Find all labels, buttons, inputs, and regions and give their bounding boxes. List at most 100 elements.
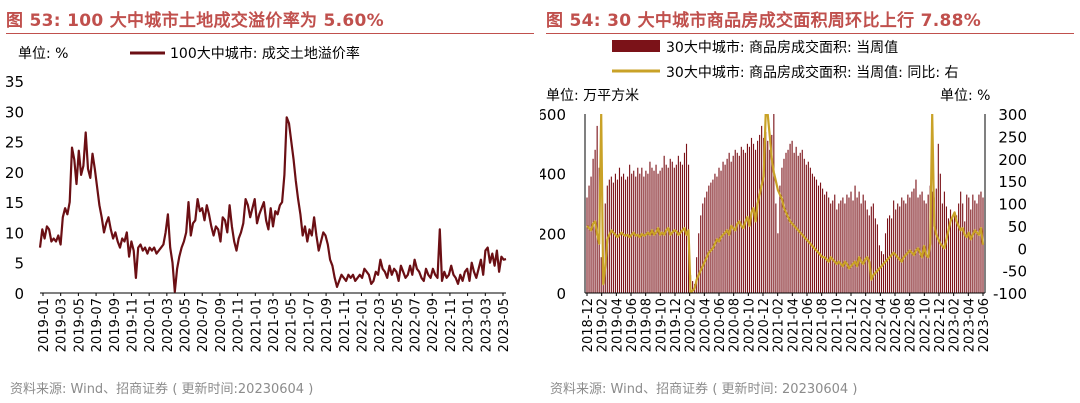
sales-area-bar — [586, 197, 588, 293]
x-tick-label: 2022-06 — [889, 298, 904, 352]
land-premium-line — [38, 116, 507, 293]
unit-label-left: 单位: 万平方米 — [546, 88, 639, 104]
sales-area-bar — [893, 200, 895, 293]
sales-area-bar — [968, 197, 970, 293]
x-tick-label: 2023-05 — [497, 298, 512, 352]
sales-area-bar — [600, 257, 602, 293]
sales-area-bar — [815, 179, 818, 293]
x-tick-label: 2020-01 — [143, 298, 158, 352]
sales-area-bar — [856, 197, 858, 293]
x-tick-label: 2018-12 — [581, 298, 596, 352]
sales-area-bar — [844, 203, 846, 293]
sales-area-bar — [767, 140, 769, 293]
sales-area-bar — [913, 188, 915, 293]
housing-sales-bar-line-chart: 30大中城市: 商品房成交面积: 当周值 30大中城市: 商品房成交面积: 当周值… — [540, 39, 1027, 352]
sales-area-bar — [669, 158, 671, 294]
sales-area-bar — [819, 182, 822, 293]
sales-area-bar — [752, 143, 755, 293]
x-tick-label: 2019-04 — [610, 298, 625, 352]
y-tick-label: 15 — [5, 194, 24, 212]
y-tick-label-right: -100 — [993, 285, 1027, 303]
sales-area-bar — [927, 194, 929, 293]
sales-area-bar — [982, 197, 984, 293]
sales-area-bar — [716, 176, 718, 293]
sales-area-bar — [901, 197, 903, 293]
sales-area-bar — [722, 161, 724, 293]
sales-area-bar — [763, 137, 765, 293]
x-tick-label: 2021-07 — [302, 298, 317, 352]
sales-area-bar — [805, 164, 807, 293]
x-tick-label: 2022-01 — [355, 298, 370, 352]
x-tick-label: 2021-04 — [786, 298, 801, 352]
y-tick-label-left: 600 — [540, 106, 566, 124]
x-tick-label: 2019-10 — [654, 298, 669, 352]
x-tick-label: 2019-01 — [37, 298, 52, 352]
x-tick-label: 2021-02 — [772, 298, 787, 352]
sales-area-bar — [919, 194, 921, 293]
source-note: 资料来源: Wind、招商证券 ( 更新时间: 20230604 ) — [550, 382, 858, 397]
sales-area-bar — [629, 164, 631, 293]
sales-area-bar — [783, 158, 785, 294]
x-tick-label: 2020-12 — [757, 298, 772, 352]
x-tick-label: 2019-08 — [640, 298, 655, 352]
sales-area-bar — [822, 188, 824, 293]
x-tick-label: 2022-08 — [904, 298, 919, 352]
sales-area-bar — [781, 167, 783, 293]
sales-area-bar — [962, 203, 964, 293]
sales-area-bar — [641, 167, 643, 293]
sales-area-bar — [949, 209, 952, 293]
sales-area-bar — [696, 257, 698, 293]
sales-area-bar — [858, 191, 860, 293]
sales-area-bar — [795, 146, 797, 293]
sales-area-bar — [596, 125, 598, 294]
sales-area-bar — [620, 176, 623, 293]
x-tick-label: 2022-11 — [444, 298, 459, 352]
sales-area-bar — [612, 182, 614, 293]
sales-area-bar — [978, 194, 980, 293]
sales-area-bar — [931, 191, 933, 293]
sales-area-bar — [706, 191, 708, 293]
y-tick-label-right: 250 — [998, 128, 1027, 146]
legend-label: 30大中城市: 商品房成交面积: 当周值: 同比: 右 — [666, 64, 958, 81]
sales-area-bar — [759, 134, 761, 293]
sales-area-bar — [653, 170, 655, 293]
sales-area-bar — [789, 143, 791, 293]
sales-area-bar — [726, 158, 728, 294]
sales-area-bar — [937, 143, 939, 293]
sales-area-bar — [817, 185, 820, 293]
sales-area-bar — [675, 164, 677, 293]
sales-area-bar — [661, 167, 663, 293]
y-tick-label: 30 — [5, 103, 24, 121]
x-tick-label: 2022-12 — [933, 298, 948, 352]
sales-area-bar — [618, 167, 621, 293]
x-tick-label: 2022-02 — [860, 298, 875, 352]
unit-label: 单位: % — [18, 46, 68, 62]
legend-label: 100大中城市: 成交土地溢价率 — [170, 45, 360, 62]
sales-area-bar — [870, 206, 872, 293]
sales-area-bar — [960, 191, 962, 293]
x-tick-label: 2021-05 — [285, 298, 300, 352]
x-tick-label: 2022-10 — [918, 298, 933, 352]
sales-area-bar — [826, 191, 828, 293]
sales-area-bar — [838, 203, 840, 293]
x-tick-label: 2019-06 — [625, 298, 640, 352]
sales-area-bar — [868, 215, 870, 293]
sales-area-bar — [895, 209, 897, 293]
x-tick-label: 2022-09 — [426, 298, 441, 352]
x-tick-label: 2021-03 — [267, 298, 282, 352]
sales-area-bar — [797, 155, 799, 293]
x-tick-label: 2019-05 — [72, 298, 87, 352]
x-tick-label: 2020-11 — [232, 298, 247, 352]
sales-area-bar — [909, 197, 911, 293]
sales-area-bar — [811, 173, 813, 293]
sales-area-bar — [761, 125, 763, 294]
y-tick-label: 25 — [5, 134, 24, 152]
x-tick-label: 2019-07 — [90, 298, 105, 352]
sales-area-bar — [708, 185, 710, 293]
x-tick-label: 2019-02 — [596, 298, 611, 352]
x-tick-label: 2021-08 — [816, 298, 831, 352]
sales-area-bar — [905, 203, 907, 293]
sales-area-bar — [700, 215, 702, 293]
sales-area-bar — [980, 191, 982, 293]
sales-area-bar — [935, 188, 937, 293]
